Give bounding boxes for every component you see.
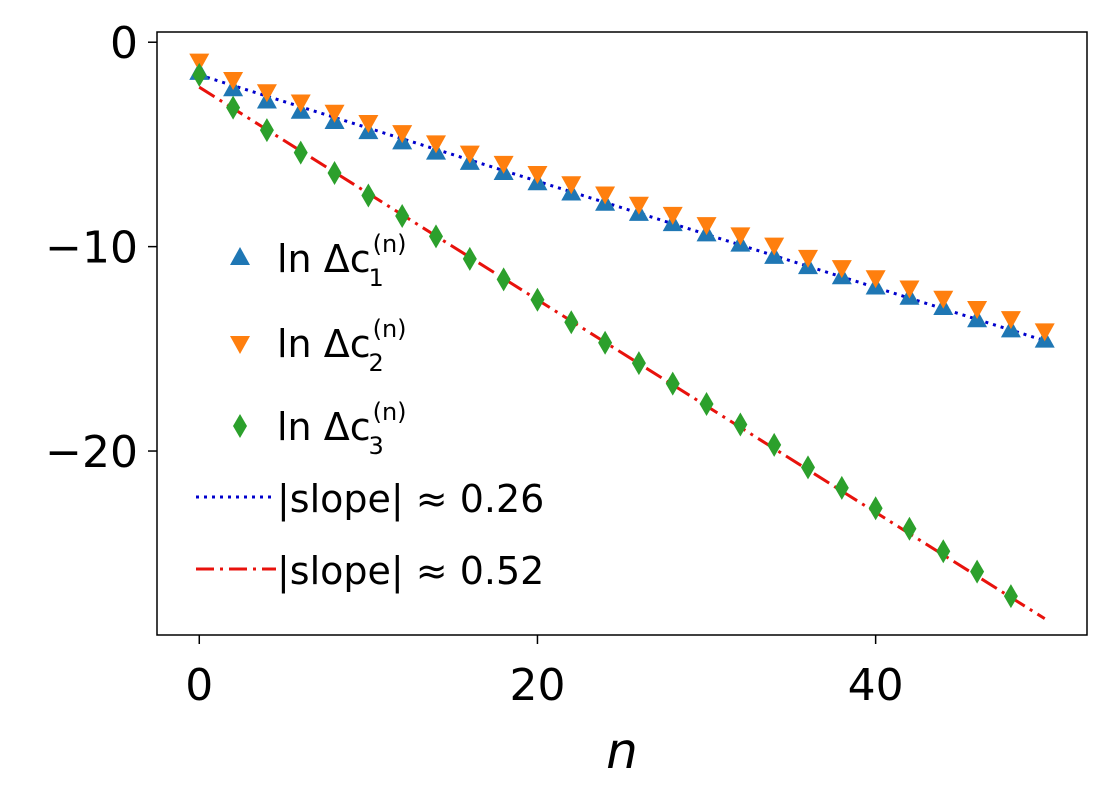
series-2-point — [1034, 323, 1055, 342]
series-2-point — [290, 94, 311, 113]
series-3-point — [361, 183, 376, 208]
markers-layer — [189, 53, 1055, 609]
series-2-point — [527, 166, 548, 185]
series-2-point — [256, 84, 277, 103]
series-3-point — [868, 496, 883, 521]
legend-entry-fit-2: |slope| ≈ 0.52 — [196, 549, 544, 594]
y-tick-label: 0 — [110, 18, 138, 69]
series-2-point — [696, 217, 717, 236]
x-axis-label: n — [606, 722, 638, 780]
series-3-point — [429, 224, 443, 249]
legend-label-fit-1: |slope| ≈ 0.26 — [277, 477, 544, 522]
series-3-point — [733, 412, 748, 437]
series-3-point — [564, 310, 579, 335]
legend-label-series-2: ln Δc(n) 2 — [277, 315, 407, 377]
series-3-point — [192, 62, 207, 87]
series-3-point — [293, 140, 308, 165]
series-3-point — [699, 392, 714, 417]
series-3-point — [496, 267, 511, 292]
series-2-point — [764, 237, 785, 256]
series-3-point — [902, 516, 917, 541]
plot-frame — [156, 31, 1088, 636]
series-2-point — [493, 155, 514, 174]
series-3-point — [834, 475, 849, 500]
legend-label-series-1: ln Δc(n) 1 — [277, 230, 407, 292]
series-3-point — [665, 371, 680, 396]
series-2-point — [865, 270, 886, 289]
series-3-point — [598, 330, 613, 355]
series-3-point — [395, 203, 410, 228]
legend-marker-series-2 — [230, 336, 250, 354]
legend-label-series-3: ln Δc(n) 3 — [277, 398, 407, 460]
fit-line-1 — [198, 73, 1046, 343]
series-3-point — [801, 455, 815, 480]
legend-entry-series-3: ln Δc(n) 3 — [233, 398, 407, 460]
series-3-point — [530, 287, 545, 312]
series-2-point — [392, 125, 413, 144]
legend-entry-series-2: ln Δc(n) 2 — [230, 315, 407, 377]
series-2-point — [358, 114, 379, 133]
series-2-point — [831, 260, 852, 279]
legend: ln Δc(n) 1 ln Δc(n) 2 ln Δc(n) 3 |slope| ≈ … — [196, 230, 544, 594]
series-2-point — [899, 280, 920, 299]
legend-entry-series-1: ln Δc(n) 1 — [230, 230, 407, 292]
series-2-point — [561, 176, 582, 195]
series-3-point — [259, 118, 274, 143]
legend-label-fit-2: |slope| ≈ 0.52 — [277, 549, 544, 594]
y-tick-label: −10 — [45, 223, 138, 274]
series-3-point — [767, 432, 782, 457]
series-2-point — [933, 290, 954, 309]
legend-marker-series-3 — [233, 414, 247, 438]
series-3-point — [327, 161, 342, 186]
series-2-point — [798, 249, 818, 268]
series-2-point — [189, 53, 210, 72]
series-2-point — [662, 206, 683, 225]
series-3-point — [1003, 584, 1018, 609]
series-3-point — [970, 559, 985, 584]
series-3-point — [226, 95, 241, 120]
series-2-point — [324, 104, 345, 123]
series-2-point — [426, 135, 446, 154]
series-2-point — [628, 196, 649, 215]
ticks-layer: 0 20 40 0 −10 −20 — [45, 18, 903, 711]
series-2-point — [595, 186, 616, 205]
series-2-point — [223, 72, 244, 91]
legend-marker-series-1 — [230, 247, 250, 265]
series-2-point — [967, 300, 988, 319]
x-tick-label: 0 — [185, 660, 213, 711]
series-3-point — [631, 351, 646, 376]
x-tick-label: 20 — [509, 660, 565, 711]
y-tick-label: −20 — [45, 427, 138, 478]
series-2-point — [730, 227, 751, 246]
x-tick-label: 40 — [848, 660, 904, 711]
series-3-point — [936, 539, 951, 564]
series-2-point — [459, 145, 480, 164]
series-2-point — [1000, 311, 1021, 330]
series-3-point — [462, 246, 477, 271]
legend-entry-fit-1: |slope| ≈ 0.26 — [196, 477, 544, 522]
